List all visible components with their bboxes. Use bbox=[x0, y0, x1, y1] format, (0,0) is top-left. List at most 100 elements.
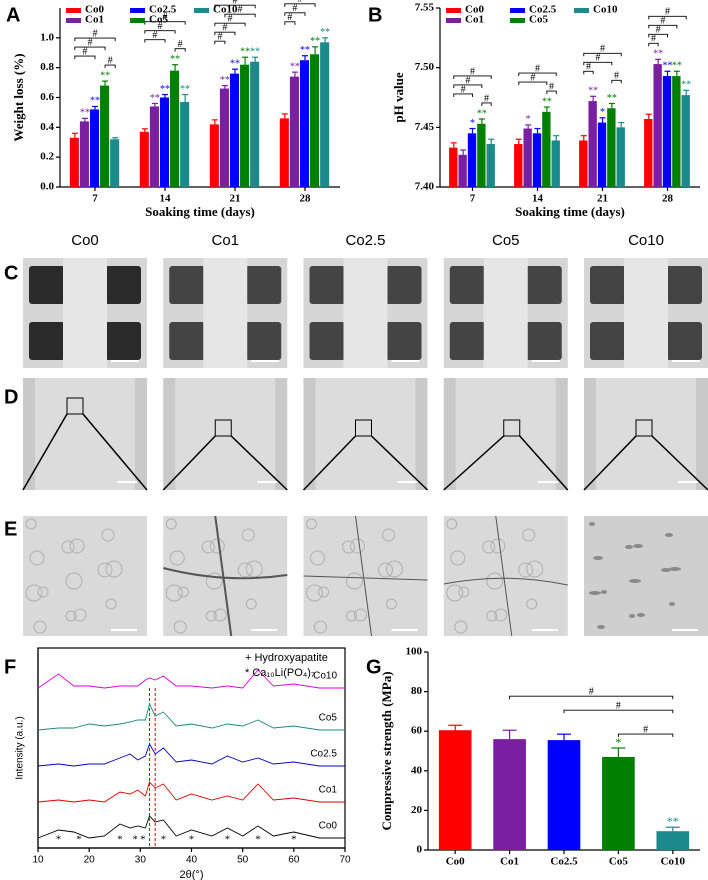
significance-stars: ** bbox=[170, 54, 180, 65]
significance-bracket bbox=[518, 72, 557, 77]
significance-stars: * bbox=[470, 118, 475, 129]
significance-bracket bbox=[284, 21, 296, 25]
pore bbox=[245, 322, 282, 360]
bar bbox=[607, 108, 616, 187]
bar bbox=[653, 64, 662, 187]
significance-bracket bbox=[617, 733, 674, 738]
surface-feature bbox=[486, 572, 504, 590]
peak-marker: * bbox=[225, 834, 231, 846]
y-tick-label: 80 bbox=[411, 685, 423, 697]
x-tick-label: 14 bbox=[160, 193, 172, 205]
significance-stars: ** bbox=[477, 108, 487, 119]
surface-feature bbox=[346, 572, 363, 590]
significance-label: # bbox=[292, 3, 297, 14]
bar bbox=[672, 76, 681, 187]
x-axis-label: 2θ(°) bbox=[180, 869, 204, 880]
significance-bracket bbox=[481, 102, 492, 106]
significance-label: # bbox=[470, 66, 475, 77]
significance-bracket bbox=[224, 13, 256, 18]
bar bbox=[240, 64, 250, 187]
significance-label: # bbox=[163, 12, 168, 23]
series-label: Co2.5 bbox=[310, 749, 337, 760]
legend-swatch bbox=[66, 8, 81, 13]
pore bbox=[449, 322, 486, 360]
strut bbox=[63, 258, 107, 368]
significance-bracket bbox=[583, 61, 613, 66]
surface-feature bbox=[482, 540, 496, 554]
surface-feature bbox=[518, 562, 534, 578]
significance-bracket bbox=[583, 70, 594, 75]
bar bbox=[588, 101, 597, 187]
significance-bracket bbox=[144, 30, 176, 34]
legend-swatch bbox=[130, 18, 145, 23]
bar bbox=[139, 131, 149, 187]
surface-feature bbox=[105, 560, 123, 578]
surface-feature bbox=[318, 586, 329, 598]
surface-feature bbox=[454, 620, 468, 634]
surface-feature bbox=[33, 620, 47, 634]
y-tick-label: 60 bbox=[411, 725, 423, 737]
significance-bracket bbox=[648, 24, 678, 29]
significance-stars: ** bbox=[100, 70, 110, 81]
legend-swatch bbox=[510, 18, 525, 23]
surface-feature bbox=[245, 598, 257, 610]
bar bbox=[438, 730, 472, 850]
significance-stars: ** bbox=[588, 86, 598, 97]
significance-bracket bbox=[214, 22, 246, 27]
pore bbox=[309, 322, 346, 360]
significance-label: # bbox=[549, 81, 554, 92]
peak-marker: * bbox=[189, 834, 195, 846]
bar bbox=[289, 76, 299, 187]
legend-swatch bbox=[130, 8, 145, 13]
pore bbox=[245, 266, 282, 304]
bar bbox=[597, 122, 607, 187]
peak-marker: * bbox=[140, 834, 146, 846]
legend-label: Co0 bbox=[85, 4, 104, 16]
micrograph-header: Co10 bbox=[628, 232, 664, 249]
significance-label: # bbox=[82, 46, 87, 57]
surface-feature bbox=[669, 567, 681, 571]
surface-feature bbox=[597, 625, 605, 629]
panel-letter: E bbox=[4, 518, 17, 540]
significance-bracket bbox=[74, 37, 116, 42]
bar bbox=[602, 756, 635, 850]
surface-feature bbox=[97, 562, 113, 578]
micrograph-e bbox=[584, 516, 708, 636]
y-tick-label: 0.8 bbox=[40, 61, 54, 73]
crack bbox=[163, 515, 288, 637]
legend-label: Co2.5 bbox=[149, 4, 177, 16]
micrograph-header: Co1 bbox=[211, 232, 239, 249]
legend-swatch bbox=[446, 18, 461, 23]
surface-feature bbox=[354, 608, 367, 622]
pore bbox=[525, 322, 562, 360]
bar bbox=[532, 133, 542, 187]
surface-feature bbox=[101, 528, 115, 542]
surface-feature bbox=[205, 610, 217, 622]
surface-feature bbox=[494, 608, 508, 622]
surface-feature bbox=[386, 560, 403, 578]
surface-feature bbox=[526, 560, 544, 578]
micrograph-header: Co2.5 bbox=[345, 232, 385, 249]
significance-stars: ** bbox=[220, 75, 230, 86]
x-tick-label: 60 bbox=[288, 855, 300, 866]
surface-feature bbox=[306, 584, 323, 602]
zoom-line bbox=[230, 435, 288, 491]
bar bbox=[100, 85, 110, 187]
y-tick-label: 0.4 bbox=[40, 121, 54, 133]
surface-feature bbox=[69, 538, 85, 554]
zoom-box bbox=[635, 419, 653, 437]
peak-marker: * bbox=[76, 834, 82, 846]
surface-feature bbox=[237, 562, 253, 578]
strut bbox=[343, 258, 388, 368]
surface-feature bbox=[589, 522, 595, 526]
surface-feature bbox=[601, 590, 607, 594]
panel-letter: G bbox=[366, 656, 382, 678]
surface-feature bbox=[209, 538, 225, 554]
pore bbox=[169, 266, 206, 304]
panel-letter: F bbox=[4, 656, 16, 678]
bar bbox=[149, 106, 159, 187]
surface-feature bbox=[205, 572, 223, 590]
spectrum-line bbox=[37, 815, 345, 839]
y-tick-label: 40 bbox=[411, 764, 423, 776]
